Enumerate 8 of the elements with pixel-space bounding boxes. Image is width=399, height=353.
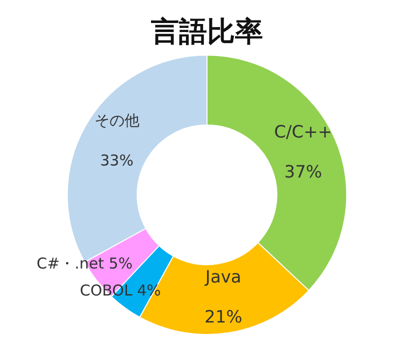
data-label: 37% <box>284 162 322 183</box>
data-label: 21% <box>204 308 242 328</box>
data-label: 33% <box>100 151 134 170</box>
slice-label: C/C++ <box>274 122 332 143</box>
slice-label: C#・.net 5% <box>36 254 133 272</box>
chart-title: 言語比率 <box>150 15 263 48</box>
slice-label: その他 <box>94 111 140 130</box>
slice-label: Java <box>204 268 242 288</box>
